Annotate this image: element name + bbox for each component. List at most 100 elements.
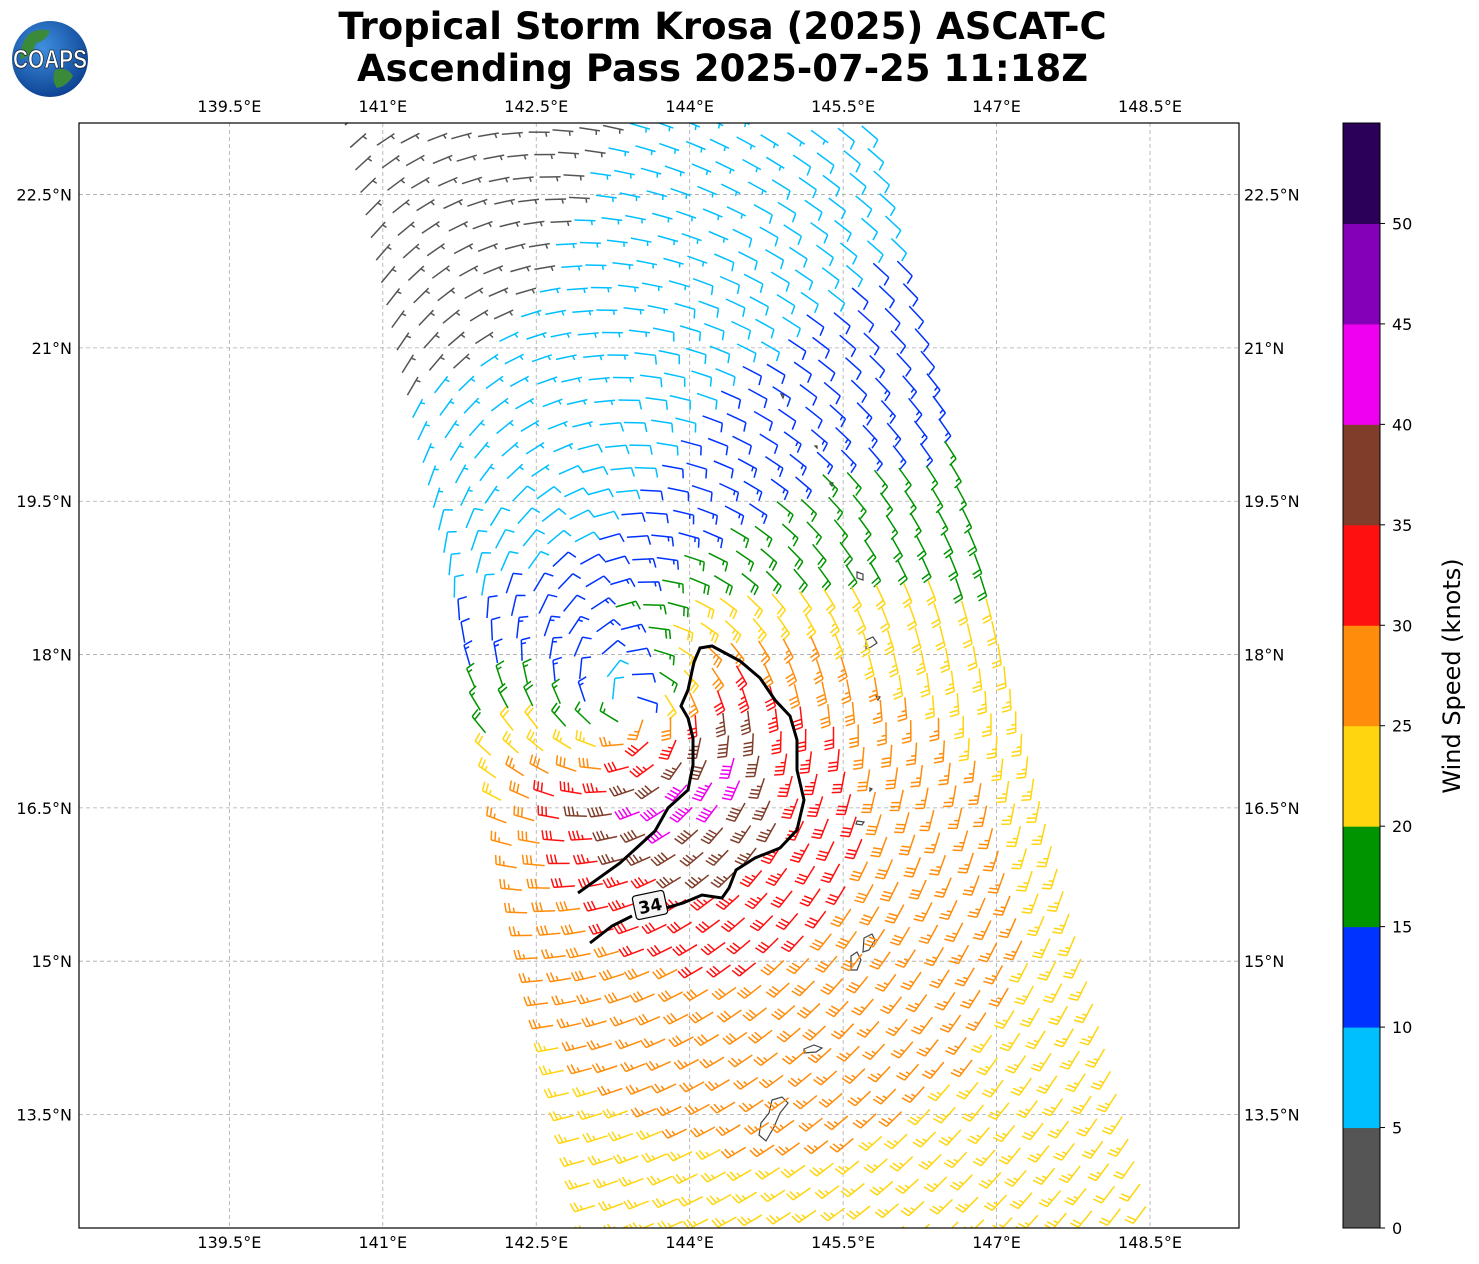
wind-barb (1093, 1185, 1116, 1204)
wind-barb (840, 1182, 865, 1198)
wind-barb (861, 791, 877, 814)
wind-barb (563, 594, 586, 612)
wind-barb (540, 948, 566, 960)
wind-barb (896, 1063, 920, 1081)
wind-barb (1044, 1212, 1067, 1228)
wind-barb (949, 463, 962, 489)
wind-barb (553, 1133, 580, 1145)
wind-barb (559, 781, 582, 795)
wind-barb (594, 399, 616, 406)
wind-barb (376, 132, 395, 146)
wind-barb (607, 899, 634, 912)
wind-barb (924, 832, 941, 854)
wind-barb (691, 370, 713, 387)
wind-barb (490, 830, 512, 847)
wind-barb (905, 994, 928, 1013)
wind-barb (555, 755, 577, 772)
wind-barb (623, 307, 645, 315)
wind-barb (700, 1171, 727, 1183)
wind-barb (849, 172, 867, 196)
wind-barb (972, 1149, 996, 1167)
plot-frame (78, 122, 1240, 1229)
colorbar-bin (1343, 725, 1380, 827)
wind-barb (437, 176, 458, 187)
wind-barb (885, 514, 899, 541)
wind-barb (452, 353, 471, 369)
wind-barb (1047, 1120, 1070, 1139)
wind-barb (691, 163, 712, 176)
wind-barb (760, 548, 778, 571)
wind-barb (715, 712, 726, 738)
wind-barb (771, 731, 782, 755)
wind-barb (349, 133, 368, 149)
wind-barb (494, 854, 517, 869)
wind-barb (418, 309, 435, 326)
wind-barb (603, 761, 629, 773)
wind-barb (835, 931, 858, 950)
wind-barb (687, 255, 708, 267)
wind-barb (652, 212, 673, 223)
wind-barb (645, 397, 668, 410)
wind-barb (754, 525, 773, 548)
wind-barb (844, 838, 863, 860)
wind-barb (914, 787, 929, 810)
colorbar-tick-label: 0 (1392, 1219, 1402, 1238)
wind-barb (726, 413, 747, 432)
wind-barb (907, 1108, 931, 1126)
wind-barb (708, 230, 729, 243)
wind-barb (531, 464, 550, 478)
wind-barb (765, 982, 790, 998)
wind-barb (1073, 1003, 1094, 1024)
wind-barb (646, 1175, 673, 1186)
wind-barb (970, 1034, 993, 1054)
wind-barb (736, 984, 762, 999)
wind-barb (807, 796, 824, 818)
wind-barb (664, 694, 677, 720)
wind-barb (963, 760, 976, 784)
wind-barb (919, 809, 935, 832)
wind-barb (630, 1107, 657, 1118)
wind-barb (704, 322, 725, 341)
wind-barb (1010, 1077, 1033, 1096)
wind-barb (983, 1194, 1008, 1212)
colorbar-bin (1343, 625, 1380, 727)
wind-barb (994, 1010, 1015, 1030)
wind-barb (694, 599, 715, 620)
wind-barb (612, 262, 634, 270)
wind-barb (753, 203, 773, 224)
wind-barb (892, 674, 904, 700)
wind-barb (710, 872, 735, 889)
wind-barb (879, 193, 896, 217)
wind-barb (854, 883, 874, 904)
wind-barb (601, 639, 626, 655)
wind-barb (955, 1196, 979, 1213)
wind-barb (525, 441, 545, 455)
wind-barb (935, 625, 946, 651)
wind-barb (1076, 1233, 1098, 1249)
lon-tick-label-bottom: 142.5°E (504, 1233, 568, 1252)
wind-barb (490, 616, 501, 641)
wind-barb (793, 568, 808, 593)
wind-barb (867, 1065, 891, 1083)
wind-barb (685, 347, 707, 364)
wind-barb (507, 154, 529, 160)
wind-barb (577, 877, 603, 889)
wind-barb (1016, 756, 1029, 780)
wind-barb (918, 924, 939, 945)
wind-barb (387, 177, 406, 191)
wind-barb (659, 671, 678, 693)
wind-barb (830, 908, 852, 928)
wind-barb (967, 1127, 990, 1145)
wind-barb (652, 967, 678, 980)
wind-barb (702, 208, 723, 221)
wind-barb (807, 1047, 832, 1064)
wind-barb (851, 287, 869, 311)
wind-barb (605, 444, 630, 455)
wind-barb (830, 1023, 855, 1040)
wind-barb (919, 442, 934, 468)
wind-barb (781, 798, 799, 820)
wind-barb (1076, 1118, 1098, 1137)
lon-tick-label-top: 148.5°E (1118, 97, 1182, 116)
wind-barb (662, 1012, 689, 1025)
wind-barb (613, 922, 639, 935)
